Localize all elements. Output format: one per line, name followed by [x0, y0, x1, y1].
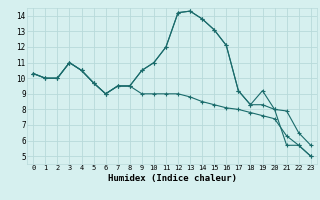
X-axis label: Humidex (Indice chaleur): Humidex (Indice chaleur): [108, 174, 236, 183]
